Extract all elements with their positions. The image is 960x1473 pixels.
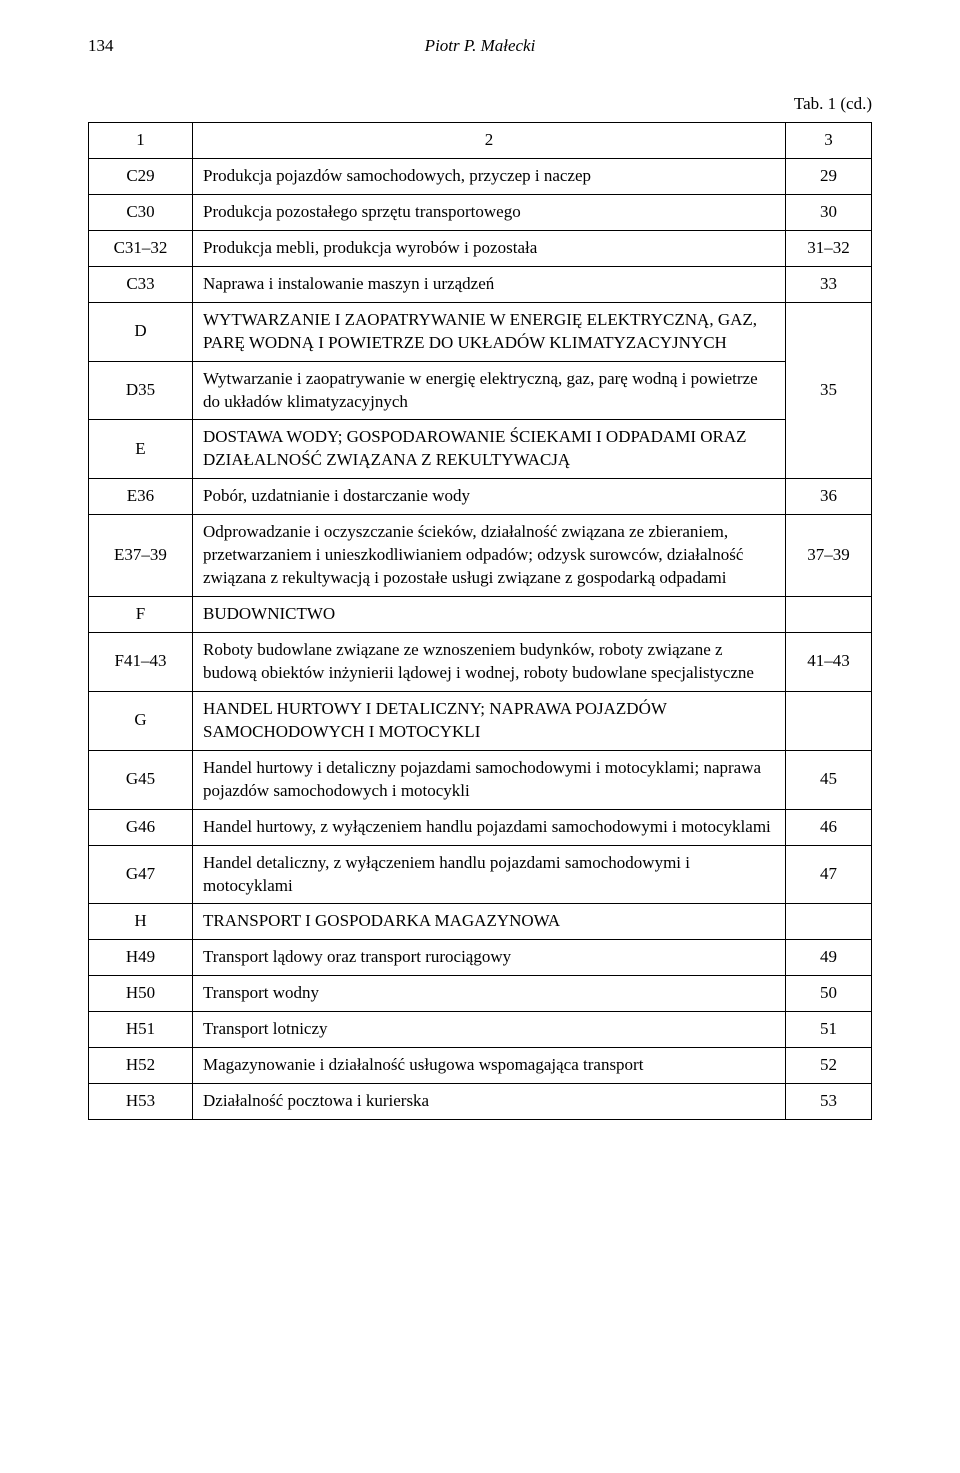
table-row: C31–32Produkcja mebli, produkcja wyrobów… [89, 230, 872, 266]
row-value: 47 [786, 845, 872, 904]
row-description: Transport lądowy oraz transport rurociąg… [193, 940, 786, 976]
row-description: Handel detaliczny, z wyłączeniem handlu … [193, 845, 786, 904]
table-row: E37–39Odprowadzanie i oczyszczanie ściek… [89, 515, 872, 597]
row-value [786, 691, 872, 750]
row-code: G47 [89, 845, 193, 904]
row-code: H50 [89, 976, 193, 1012]
row-description: Wytwarzanie i zaopatrywanie w energię el… [193, 361, 786, 420]
row-value [786, 597, 872, 633]
table-row: G45Handel hurtowy i detaliczny pojazdami… [89, 750, 872, 809]
table-row: H49Transport lądowy oraz transport ruroc… [89, 940, 872, 976]
row-description: TRANSPORT I GOSPODARKA MAGAZYNOWA [193, 904, 786, 940]
row-code: G45 [89, 750, 193, 809]
row-description: DOSTAWA WODY; GOSPODAROWANIE ŚCIEKAMI I … [193, 420, 786, 479]
table-caption: Tab. 1 (cd.) [88, 94, 872, 114]
row-description: BUDOWNICTWO [193, 597, 786, 633]
row-code: F [89, 597, 193, 633]
classification-table: 1 2 3 C29Produkcja pojazdów samochodowyc… [88, 122, 872, 1120]
table-row: C30Produkcja pozostałego sprzętu transpo… [89, 194, 872, 230]
row-description: Roboty budowlane związane ze wznoszeniem… [193, 633, 786, 692]
row-code: E36 [89, 479, 193, 515]
table-row: H53Działalność pocztowa i kurierska53 [89, 1084, 872, 1120]
row-value: 51 [786, 1012, 872, 1048]
row-value: 33 [786, 266, 872, 302]
table-row: C33Naprawa i instalowanie maszyn i urząd… [89, 266, 872, 302]
row-code: C30 [89, 194, 193, 230]
row-description: Działalność pocztowa i kurierska [193, 1084, 786, 1120]
row-code: C33 [89, 266, 193, 302]
table-row: H52Magazynowanie i działalność usługowa … [89, 1048, 872, 1084]
row-code: D35 [89, 361, 193, 420]
header-col-1: 1 [89, 123, 193, 159]
header-col-3: 3 [786, 123, 872, 159]
row-description: Naprawa i instalowanie maszyn i urządzeń [193, 266, 786, 302]
row-code: E37–39 [89, 515, 193, 597]
table-row: E36Pobór, uzdatnianie i dostarczanie wod… [89, 479, 872, 515]
row-value: 31–32 [786, 230, 872, 266]
page-number: 134 [88, 36, 114, 56]
row-code: H52 [89, 1048, 193, 1084]
row-code: G46 [89, 809, 193, 845]
row-code: H51 [89, 1012, 193, 1048]
table-row: H50Transport wodny50 [89, 976, 872, 1012]
row-code: F41–43 [89, 633, 193, 692]
row-value: 36 [786, 479, 872, 515]
row-description: Pobór, uzdatnianie i dostarczanie wody [193, 479, 786, 515]
row-description: HANDEL HURTOWY I DETALICZNY; NAPRAWA POJ… [193, 691, 786, 750]
row-value: 50 [786, 976, 872, 1012]
row-code: E [89, 420, 193, 479]
row-description: Handel hurtowy i detaliczny pojazdami sa… [193, 750, 786, 809]
row-description: Produkcja pojazdów samochodowych, przycz… [193, 158, 786, 194]
table-row: HTRANSPORT I GOSPODARKA MAGAZYNOWA [89, 904, 872, 940]
row-description: Magazynowanie i działalność usługowa wsp… [193, 1048, 786, 1084]
table-row: GHANDEL HURTOWY I DETALICZNY; NAPRAWA PO… [89, 691, 872, 750]
row-value: 29 [786, 158, 872, 194]
table-header-row: 1 2 3 [89, 123, 872, 159]
row-value: 49 [786, 940, 872, 976]
row-value: 37–39 [786, 515, 872, 597]
row-code: D [89, 302, 193, 361]
page: 134 Piotr P. Małecki Tab. 1 (cd.) 1 2 3 … [0, 0, 960, 1473]
row-value: 30 [786, 194, 872, 230]
table-row: C29Produkcja pojazdów samochodowych, prz… [89, 158, 872, 194]
row-code: H53 [89, 1084, 193, 1120]
row-code: C29 [89, 158, 193, 194]
table-row: DWYTWARZANIE I ZAOPATRYWANIE W ENERGIĘ E… [89, 302, 872, 361]
row-code: G [89, 691, 193, 750]
row-value: 46 [786, 809, 872, 845]
running-head: 134 Piotr P. Małecki [88, 36, 872, 58]
row-description: WYTWARZANIE I ZAOPATRYWANIE W ENERGIĘ EL… [193, 302, 786, 361]
table-row: G47Handel detaliczny, z wyłączeniem hand… [89, 845, 872, 904]
table-row: FBUDOWNICTWO [89, 597, 872, 633]
row-code: C31–32 [89, 230, 193, 266]
row-value: 52 [786, 1048, 872, 1084]
row-description: Odprowadzanie i oczyszczanie ścieków, dz… [193, 515, 786, 597]
table-row: D35Wytwarzanie i zaopatrywanie w energię… [89, 361, 872, 420]
row-value: 41–43 [786, 633, 872, 692]
row-code: H [89, 904, 193, 940]
row-description: Produkcja mebli, produkcja wyrobów i poz… [193, 230, 786, 266]
row-value: 53 [786, 1084, 872, 1120]
row-description: Produkcja pozostałego sprzętu transporto… [193, 194, 786, 230]
table-row: G46Handel hurtowy, z wyłączeniem handlu … [89, 809, 872, 845]
table-body: 1 2 3 C29Produkcja pojazdów samochodowyc… [89, 123, 872, 1120]
row-code: H49 [89, 940, 193, 976]
table-row: F41–43Roboty budowlane związane ze wznos… [89, 633, 872, 692]
header-col-2: 2 [193, 123, 786, 159]
row-description: Transport wodny [193, 976, 786, 1012]
table-row: EDOSTAWA WODY; GOSPODAROWANIE ŚCIEKAMI I… [89, 420, 872, 479]
row-description: Transport lotniczy [193, 1012, 786, 1048]
row-value [786, 904, 872, 940]
table-row: H51Transport lotniczy51 [89, 1012, 872, 1048]
author-name: Piotr P. Małecki [425, 36, 536, 56]
row-value: 45 [786, 750, 872, 809]
row-value-merged: 35 [786, 302, 872, 479]
row-description: Handel hurtowy, z wyłączeniem handlu poj… [193, 809, 786, 845]
